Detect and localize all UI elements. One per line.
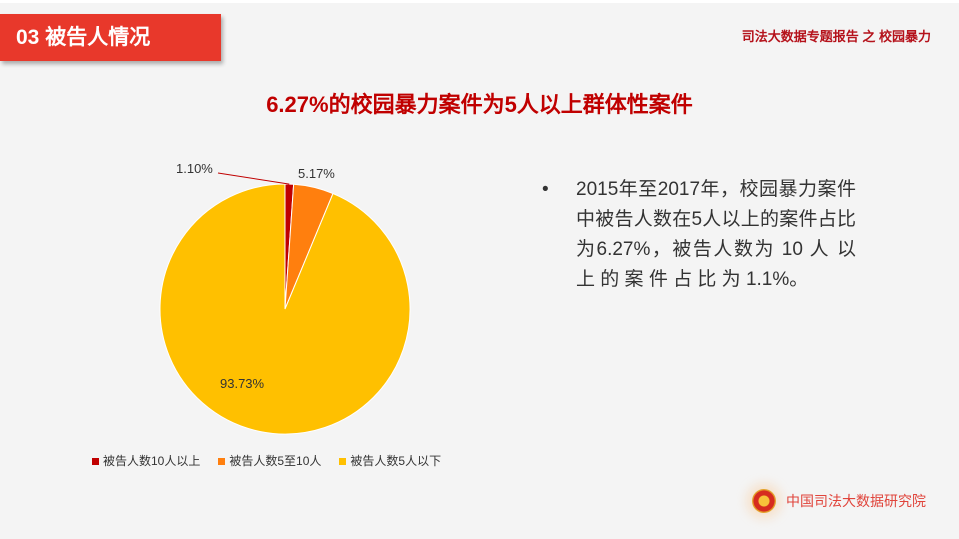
data-label-10plus: 1.10% [176,161,213,176]
legend-swatch [218,458,226,465]
legend-item: 被告人数10人以上 [92,452,200,469]
slide-title: 6.27%的校园暴力案件为5人以上群体性案件 [266,92,693,117]
data-label-under5: 93.73% [220,376,265,391]
legend-label: 被告人数10人以上 [103,454,201,468]
legend-item: 被告人数5至10人 [218,452,321,469]
section-title: 03 被告人情况 [0,14,221,61]
data-label-5to10: 5.17% [298,166,335,181]
org-name: 中国司法大数据研究院 [786,493,926,509]
bullet-dot: • [542,179,549,200]
top-line [0,0,959,3]
report-title: 司法大数据专题报告 之 校园暴力 [741,29,931,44]
legend-swatch [339,458,347,465]
slice-under5 [159,183,411,435]
footer: 中国司法大数据研究院 [752,489,926,513]
leader-line [217,172,290,185]
legend: 被告人数10人以上 被告人数5至10人 被告人数5人以下 [92,452,441,469]
bullet-text: 2015年至2017年，校园暴力案件中被告人数在5人以上的案件占比为6.27%，… [576,179,856,290]
legend-swatch [92,458,99,465]
bullet-text-block: • 2015年至2017年，校园暴力案件中被告人数在5人以上的案件占比为6.27… [542,175,868,295]
legend-label: 被告人数5人以下 [350,454,442,468]
legend-item: 被告人数5人以下 [339,452,441,469]
legend-label: 被告人数5至10人 [229,454,322,468]
court-emblem-icon [752,489,776,513]
